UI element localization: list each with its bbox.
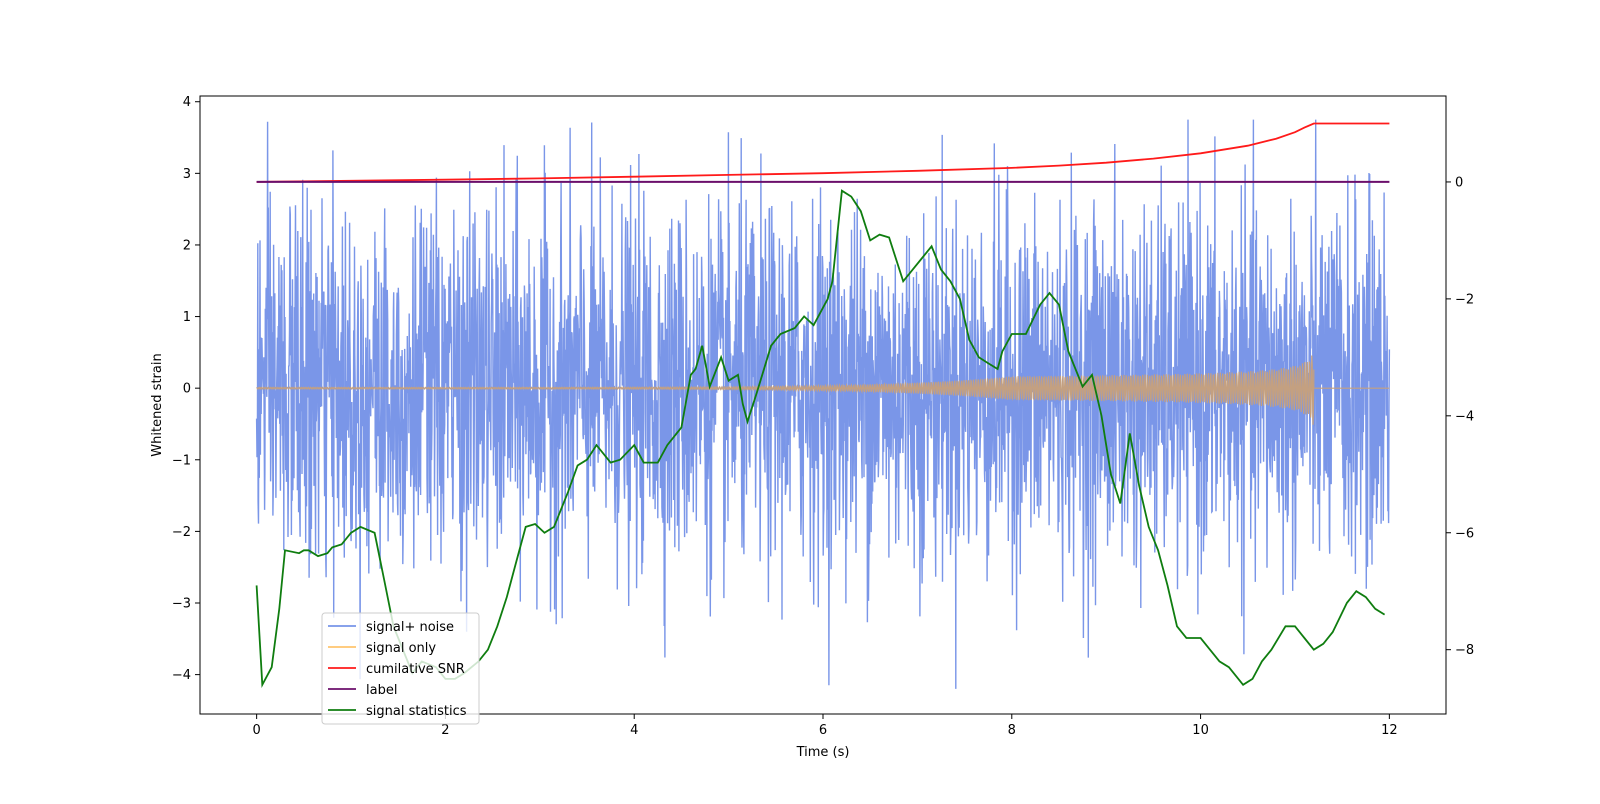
y-tick-label: 3: [183, 167, 191, 182]
x-tick-label: 6: [819, 723, 827, 738]
x-tick-label: 0: [252, 723, 260, 738]
y-tick-label: −3: [172, 597, 191, 612]
legend: signal+ noise signal only cumilative SNR la…: [321, 612, 480, 725]
legend-entry: signal statistics: [366, 704, 467, 719]
y-axis-right: −8 −6 −4 −2 0: [1446, 175, 1474, 658]
y-tick-label: −2: [172, 525, 191, 540]
y-tick-label: 0: [183, 382, 191, 397]
legend-entry: signal+ noise: [366, 620, 454, 635]
x-axis-label: Time (s): [796, 745, 850, 760]
legend-entry: signal only: [366, 641, 436, 656]
y2-tick-label: −8: [1455, 643, 1474, 658]
x-tick-label: 2: [441, 723, 449, 738]
x-tick-label: 8: [1008, 723, 1016, 738]
y-tick-label: 2: [183, 238, 191, 253]
y2-tick-label: 0: [1455, 175, 1463, 190]
x-axis: 0 2 4 6 8 10 12: [252, 714, 1398, 738]
x-tick-label: 12: [1381, 723, 1398, 738]
y2-tick-label: −6: [1455, 526, 1474, 541]
y2-tick-label: −4: [1455, 409, 1474, 424]
series-signal-only-line: [256, 355, 1390, 425]
x-tick-label: 10: [1192, 723, 1209, 738]
y2-tick-label: −2: [1455, 292, 1474, 307]
legend-entry: cumilative SNR: [366, 662, 465, 677]
y-tick-label: 1: [183, 310, 191, 325]
x-tick-label: 4: [630, 723, 638, 738]
series-signal-noise-line: [255, 119, 1391, 689]
y-tick-label: −1: [172, 453, 191, 468]
y-tick-label: −4: [172, 668, 191, 683]
y-axis-label: Whitened strain: [150, 353, 165, 456]
y-tick-label: 4: [183, 95, 191, 110]
data-layer: [255, 119, 1391, 689]
legend-entry: label: [366, 683, 397, 698]
y-axis-left: −4 −3 −2 −1 0 1 2 3 4: [172, 95, 200, 683]
series-cumulative-snr-line: [256, 122, 1390, 183]
legend-box: [321, 612, 480, 725]
